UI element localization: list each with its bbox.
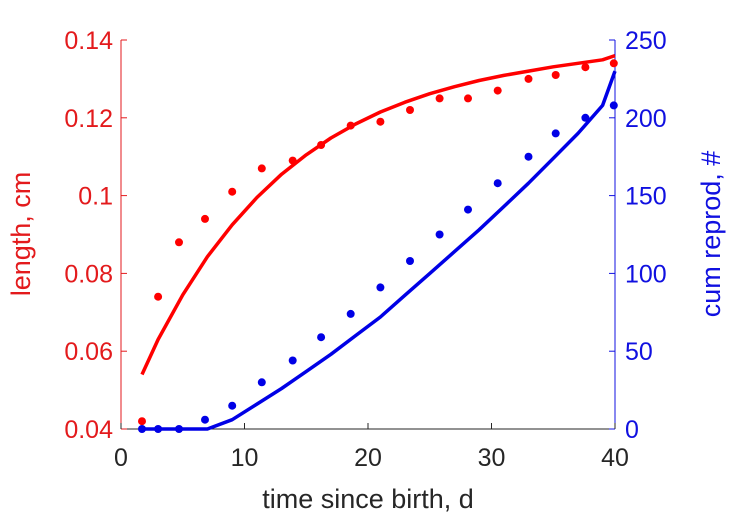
length-data-point <box>435 94 444 103</box>
length-data-point <box>376 117 385 126</box>
length-data-point <box>201 214 209 223</box>
series-layer <box>138 53 618 433</box>
reprod-data-point <box>551 129 560 138</box>
y-tick-label-right: 150 <box>625 183 667 211</box>
y-tick-label-right: 250 <box>625 27 667 55</box>
left-axis-ticks: 0.04 0.06 0.08 0.1 0.12 0.14 <box>64 27 127 444</box>
length-data-point <box>228 187 237 196</box>
reprod-data-point <box>376 283 385 292</box>
reprod-data-point <box>406 257 414 265</box>
x-tick-label: 0 <box>114 444 128 472</box>
reprod-data-point <box>581 113 590 122</box>
length-data-point <box>493 86 502 95</box>
length-data-point <box>175 238 183 247</box>
y-tick-label-left: 0.12 <box>64 105 113 133</box>
reprod-model-curve <box>142 70 617 431</box>
x-axis-ticks: 0 10 20 30 40 <box>114 423 629 472</box>
y-tick-label-right: 100 <box>625 260 667 288</box>
y-tick-label-right: 200 <box>625 105 667 133</box>
length-data-point <box>524 74 533 83</box>
y-tick-label-left: 0.14 <box>64 27 113 55</box>
reprod-data-point <box>346 309 355 318</box>
y-tick-label-left: 0.08 <box>64 260 113 288</box>
y-tick-label-right: 0 <box>625 416 639 444</box>
reprod-data-point <box>609 101 618 110</box>
reprod-data-point <box>228 401 237 410</box>
x-tick-label: 10 <box>231 444 259 472</box>
reprod-data-point <box>435 230 444 239</box>
y-tick-label-right: 50 <box>625 338 653 366</box>
reprod-data-point <box>493 179 502 188</box>
reprod-data-point <box>257 378 266 387</box>
reprod-data-point <box>524 152 533 161</box>
length-data-point <box>581 63 590 72</box>
y-tick-label-left: 0.04 <box>64 416 113 444</box>
length-data-point <box>154 292 163 301</box>
reprod-data-point <box>288 356 297 365</box>
reprod-data-point <box>464 205 472 214</box>
x-tick-label: 20 <box>354 444 382 472</box>
x-axis-label: time since birth, d <box>262 484 474 514</box>
x-tick-label: 30 <box>478 444 506 472</box>
length-model-curve <box>140 53 616 376</box>
y-tick-label-left: 0.1 <box>78 183 113 211</box>
y-tick-label-left: 0.06 <box>64 338 113 366</box>
length-data-point <box>406 106 414 114</box>
plot-area <box>120 40 616 430</box>
reprod-data-point <box>317 333 326 342</box>
length-data-point <box>609 59 618 68</box>
length-data-point <box>257 164 266 173</box>
length-data-point <box>551 71 560 79</box>
x-tick-label: 40 <box>601 444 629 472</box>
length-data-point <box>138 417 146 426</box>
length-data-point <box>464 94 472 103</box>
y-axis-label-right: cum reprod, # <box>696 151 726 318</box>
right-axis-ticks: 0 50 100 150 200 250 <box>609 27 667 444</box>
y-axis-label-left: length, cm <box>6 172 36 297</box>
reprod-data-point <box>201 415 209 424</box>
